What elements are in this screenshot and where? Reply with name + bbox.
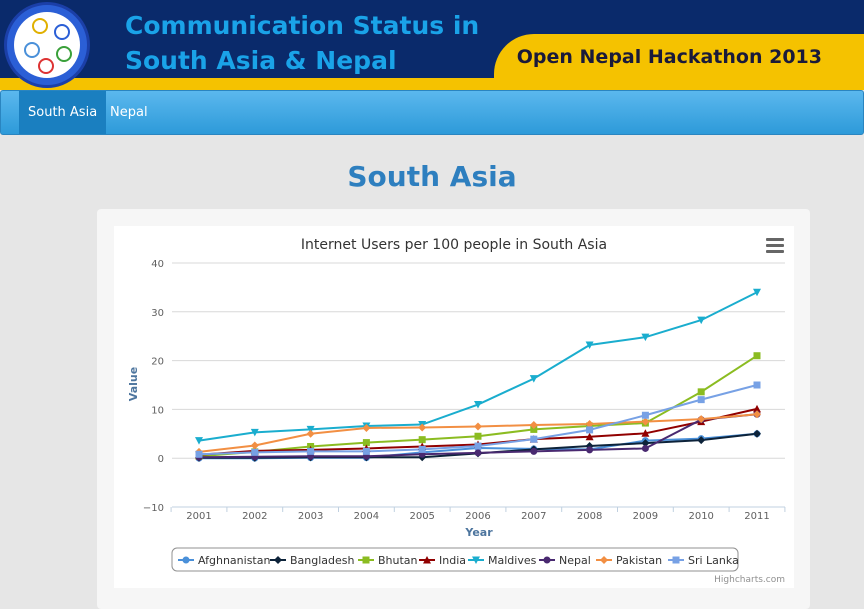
- logo-icon-phone: [24, 42, 40, 58]
- navbar: South Asia Nepal: [0, 90, 864, 135]
- nav-item-nepal[interactable]: Nepal: [110, 105, 148, 120]
- logo: [4, 2, 90, 88]
- site-title-line1: Communication Status in: [125, 11, 480, 40]
- chart-container: [114, 226, 794, 588]
- logo-icon-wifi: [54, 24, 70, 40]
- chart-menu-icon[interactable]: [766, 238, 784, 254]
- site-header: Communication Status in South Asia & Nep…: [0, 0, 864, 90]
- page-heading: South Asia: [347, 160, 517, 193]
- hackathon-title: Open Nepal Hackathon 2013: [516, 46, 822, 68]
- logo-icon-mail: [38, 58, 54, 74]
- logo-inner: [14, 12, 80, 78]
- logo-icon-computer: [56, 46, 72, 62]
- header-stripe: [0, 78, 864, 90]
- nav-item-south-asia[interactable]: South Asia: [19, 91, 107, 134]
- site-title: Communication Status in South Asia & Nep…: [125, 8, 479, 78]
- logo-icon-radio: [32, 18, 48, 34]
- site-title-line2: South Asia & Nepal: [125, 46, 397, 75]
